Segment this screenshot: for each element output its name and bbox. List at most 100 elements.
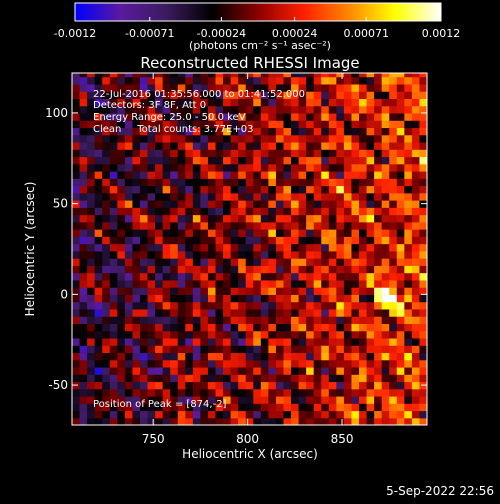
heatmap-cell bbox=[94, 105, 103, 114]
heatmap-cell bbox=[162, 366, 171, 375]
heatmap-cell bbox=[396, 258, 405, 266]
heatmap-cell bbox=[313, 330, 322, 339]
heatmap-cell bbox=[328, 395, 337, 404]
heatmap-cell bbox=[117, 279, 126, 288]
heatmap-cell bbox=[109, 395, 118, 404]
heatmap-cell bbox=[411, 279, 421, 288]
heatmap-cell bbox=[313, 214, 322, 223]
heatmap-cell bbox=[200, 134, 209, 143]
heatmap-cell bbox=[139, 170, 149, 179]
heatmap-cell bbox=[351, 308, 360, 317]
heatmap-cell bbox=[253, 105, 262, 114]
heatmap-cell bbox=[313, 91, 322, 99]
heatmap-cell bbox=[177, 388, 186, 397]
heatmap-cell bbox=[404, 127, 413, 136]
heatmap-cell bbox=[87, 243, 96, 252]
heatmap-cell bbox=[177, 221, 186, 230]
heatmap-cell bbox=[155, 258, 164, 266]
heatmap-cell bbox=[343, 214, 353, 223]
heatmap-cell bbox=[117, 221, 126, 230]
heatmap-cell bbox=[411, 185, 421, 194]
heatmap-cell bbox=[283, 236, 292, 245]
heatmap-cell bbox=[238, 301, 247, 310]
heatmap-cell bbox=[94, 374, 103, 383]
heatmap-cell bbox=[215, 185, 224, 194]
heatmap-cell bbox=[230, 330, 239, 339]
x-tick-label: 850 bbox=[331, 432, 354, 446]
heatmap-cell bbox=[139, 127, 149, 136]
heatmap-cell bbox=[328, 105, 337, 114]
heatmap-cell bbox=[87, 221, 96, 230]
heatmap-cell bbox=[177, 156, 186, 165]
heatmap-cell bbox=[87, 330, 96, 339]
heatmap-cell bbox=[94, 141, 103, 150]
heatmap-cell bbox=[306, 127, 315, 136]
heatmap-cell bbox=[139, 323, 149, 332]
heatmap-cell bbox=[132, 83, 141, 92]
heatmap-cell bbox=[170, 236, 179, 245]
annotation-peak-position: Position of Peak = [874,-2] bbox=[93, 399, 227, 410]
heatmap-cell bbox=[366, 149, 375, 158]
heatmap-cell bbox=[200, 83, 209, 92]
heatmap-cell bbox=[109, 272, 118, 281]
heatmap-cell bbox=[411, 366, 421, 375]
heatmap-cell bbox=[177, 207, 186, 216]
heatmap-cell bbox=[351, 250, 360, 259]
heatmap-cell bbox=[336, 192, 345, 201]
heatmap-cell bbox=[223, 192, 232, 201]
heatmap-cell bbox=[343, 410, 353, 419]
heatmap-cell bbox=[117, 156, 126, 165]
heatmap-cell bbox=[79, 112, 88, 121]
heatmap-cell bbox=[109, 366, 118, 375]
heatmap-cell bbox=[268, 250, 277, 259]
heatmap-cell bbox=[102, 149, 111, 158]
heatmap-cell bbox=[404, 301, 413, 310]
heatmap-cell bbox=[306, 192, 315, 201]
heatmap-cell bbox=[109, 149, 118, 158]
heatmap-cell bbox=[419, 308, 427, 317]
heatmap-cell bbox=[223, 73, 232, 78]
heatmap-cell bbox=[147, 170, 156, 179]
heatmap-cell bbox=[147, 287, 156, 295]
heatmap-cell bbox=[336, 381, 345, 390]
heatmap-cell bbox=[381, 352, 390, 361]
heatmap-cell bbox=[230, 141, 239, 150]
heatmap-cell bbox=[374, 381, 383, 390]
heatmap-cell bbox=[79, 185, 88, 194]
heatmap-cell bbox=[419, 134, 427, 143]
heatmap-cell bbox=[336, 112, 345, 121]
heatmap-cell bbox=[321, 388, 330, 397]
heatmap-cell bbox=[419, 366, 427, 375]
heatmap-cell bbox=[132, 294, 141, 303]
heatmap-cell bbox=[359, 337, 368, 346]
heatmap-cell bbox=[374, 185, 383, 194]
heatmap-cell bbox=[177, 287, 186, 295]
heatmap-cell bbox=[132, 200, 141, 208]
heatmap-cell bbox=[260, 301, 269, 310]
heatmap-cell bbox=[139, 112, 149, 121]
heatmap-cell bbox=[177, 120, 186, 129]
heatmap-cell bbox=[366, 345, 375, 354]
heatmap-cell bbox=[170, 112, 179, 121]
heatmap-cell bbox=[185, 73, 194, 78]
heatmap-cell bbox=[321, 294, 330, 303]
heatmap-cell bbox=[79, 308, 88, 317]
heatmap-cell bbox=[207, 330, 217, 339]
heatmap-cell bbox=[419, 250, 427, 259]
heatmap-cell bbox=[185, 337, 194, 346]
heatmap-cell bbox=[177, 243, 186, 252]
annotation-algorithm: Clean Total counts: 3.77E+03 bbox=[93, 124, 253, 135]
heatmap-cell bbox=[94, 345, 103, 354]
heatmap-cell bbox=[419, 323, 427, 332]
heatmap-cell bbox=[117, 330, 126, 339]
heatmap-cell bbox=[109, 403, 118, 412]
heatmap-cell bbox=[374, 265, 383, 274]
heatmap-cell bbox=[245, 395, 254, 404]
heatmap-cell bbox=[260, 330, 269, 339]
heatmap-cell bbox=[215, 105, 224, 114]
heatmap-cell bbox=[155, 381, 164, 390]
heatmap-cell bbox=[374, 308, 383, 317]
heatmap-cell bbox=[253, 359, 262, 368]
heatmap-cell bbox=[245, 294, 254, 303]
